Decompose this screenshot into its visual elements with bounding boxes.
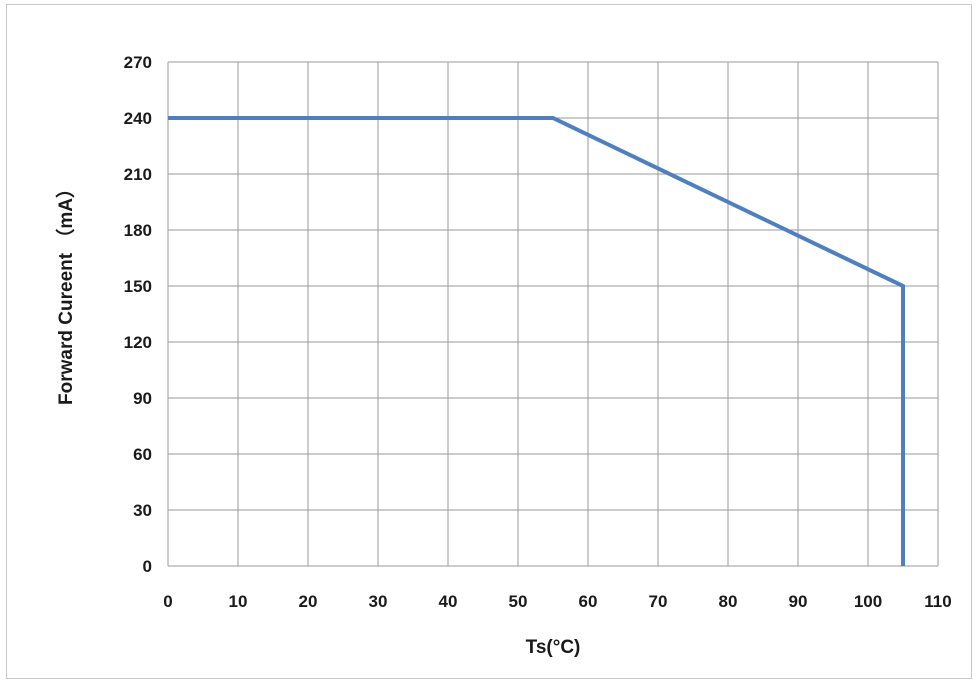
y-tick-label: 180	[124, 221, 152, 240]
x-tick-label: 60	[579, 592, 598, 611]
x-tick-label: 40	[439, 592, 458, 611]
y-tick-label: 210	[124, 165, 152, 184]
x-tick-label: 80	[719, 592, 738, 611]
x-tick-label: 10	[229, 592, 248, 611]
x-tick-label: 100	[854, 592, 882, 611]
tick-labels: 0 10 20 30 40 50 60 70 80 90 100 110 0 30 60 90 120 150 18…	[124, 53, 952, 611]
y-axis-label: Forward Cureent （mA）	[54, 179, 77, 405]
x-axis-label: Ts(°C)	[526, 637, 581, 658]
y-tick-label: 0	[143, 557, 152, 576]
grid	[167, 61, 939, 567]
x-tick-label: 70	[649, 592, 668, 611]
x-tick-label: 90	[789, 592, 808, 611]
x-tick-label: 110	[924, 592, 951, 611]
y-tick-label: 60	[133, 445, 152, 464]
y-tick-label: 240	[124, 109, 152, 128]
x-tick-label: 30	[369, 592, 388, 611]
y-tick-label: 90	[133, 389, 152, 408]
x-tick-label: 0	[163, 592, 172, 611]
y-tick-label: 120	[124, 333, 152, 352]
y-tick-label: 30	[133, 501, 152, 520]
series-line	[168, 116, 905, 566]
x-tick-label: 20	[299, 592, 318, 611]
y-tick-label: 150	[124, 277, 152, 296]
x-tick-label: 50	[509, 592, 528, 611]
series	[168, 116, 905, 566]
y-tick-label: 270	[124, 53, 152, 72]
